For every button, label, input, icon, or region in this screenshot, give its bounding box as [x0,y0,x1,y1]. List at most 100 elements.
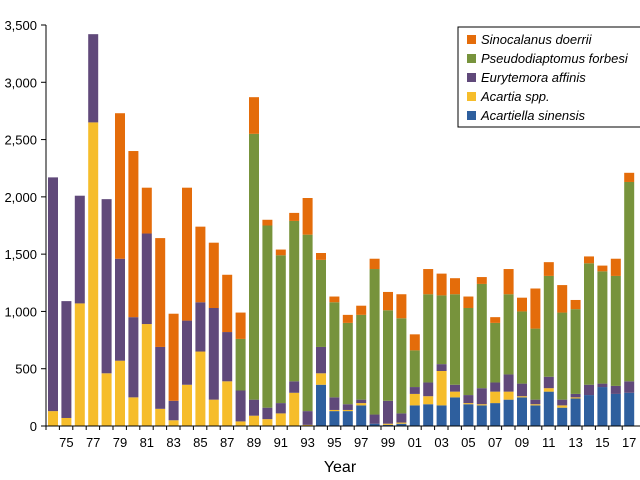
bar-pseudodiaptomus-forbesi-02 [423,294,434,383]
bar-sinocalanus-doerrii-12 [557,285,568,313]
bar-pseudodiaptomus-forbesi-91 [275,255,286,404]
x-tick-label: 85 [193,435,207,450]
bar-acartia-spp-99 [383,423,393,425]
bar-sinocalanus-doerrii-82 [155,238,166,347]
bar-acartia-spp-94 [316,373,326,385]
bar-acartia-spp-06 [476,404,487,406]
x-tick-label: 77 [86,435,100,450]
bar-sinocalanus-doerrii-03 [436,273,447,296]
x-tick-label: 95 [327,435,341,450]
bar-acartia-spp-96 [342,409,353,412]
bar-acartiella-sinensis-17 [624,392,635,426]
bar-eurytemora-affinis-14 [584,384,594,396]
x-tick-label: 83 [166,435,180,450]
bar-acartia-spp-95 [329,409,340,412]
x-ticks-layer: 75 77 79 81 83 85 87 89 91 93 95 97 99 01 03 05 07 09 11 13… [45,426,636,450]
bar-eurytemora-affinis-02 [423,382,434,397]
x-tick-label: 87 [220,435,234,450]
bar-acartiella-sinensis-02 [423,404,434,426]
bar-eurytemora-affinis-77 [88,34,99,123]
bar-sinocalanus-doerrii-95 [329,296,340,303]
bar-eurytemora-affinis-00 [396,413,407,423]
bar-acartiella-sinensis-15 [597,387,608,426]
bar-sinocalanus-doerrii-83 [168,313,179,401]
legend-label-pseudodiaptomus-forbesi: Pseudodiaptomus forbesi [481,51,629,66]
legend-label-acartiella-sinensis: Acartiella sinensis [480,108,586,123]
bar-pseudodiaptomus-forbesi-10 [530,328,541,400]
y-tick-label: 500 [15,362,37,377]
bar-pseudodiaptomus-forbesi-99 [383,310,393,401]
legend-swatch-sinocalanus-doerrii [467,35,476,44]
bar-sinocalanus-doerrii-99 [383,291,393,311]
bar-eurytemora-affinis-04 [450,384,460,392]
y-tick-label: 2,500 [4,133,37,148]
bar-acartiella-sinensis-12 [557,407,568,426]
bar-pseudodiaptomus-forbesi-13 [570,309,581,394]
bar-sinocalanus-doerrii-08 [503,269,514,295]
x-tick-label: 11 [542,435,556,450]
bar-acartia-spp-75 [61,417,72,426]
bar-sinocalanus-doerrii-81 [141,187,152,234]
bar-eurytemora-affinis-94 [316,346,326,374]
bar-sinocalanus-doerrii-15 [597,265,608,272]
bar-pseudodiaptomus-forbesi-11 [543,275,554,377]
bar-sinocalanus-doerrii-84 [182,187,192,321]
bar-sinocalanus-doerrii-05 [463,296,474,308]
bar-pseudodiaptomus-forbesi-96 [342,322,353,405]
bar-eurytemora-affinis-06 [476,388,487,405]
bar-eurytemora-affinis-75 [61,301,72,418]
bar-acartiella-sinensis-09 [517,397,527,426]
bar-pseudodiaptomus-forbesi-00 [396,318,407,414]
bar-eurytemora-affinis-86 [208,307,219,400]
bar-pseudodiaptomus-forbesi-09 [517,311,527,384]
bar-sinocalanus-doerrii-00 [396,294,407,319]
x-tick-label: 07 [488,435,502,450]
bar-eurytemora-affinis-74 [48,177,58,412]
y-tick-label: 0 [30,419,37,434]
bar-eurytemora-affinis-79 [115,258,125,361]
bar-eurytemora-affinis-96 [342,404,353,410]
bar-acartiella-sinensis-14 [584,395,594,426]
legend-swatch-acartia-spp [467,92,476,101]
legend-swatch-pseudodiaptomus-forbesi [467,54,476,63]
bar-eurytemora-affinis-93 [302,411,313,425]
x-tick-label: 05 [461,435,475,450]
bar-acartiella-sinensis-08 [503,399,514,426]
bar-pseudodiaptomus-forbesi-04 [450,294,460,385]
bar-acartiella-sinensis-95 [329,411,340,426]
bar-acartia-spp-02 [423,396,434,405]
bars-layer [48,34,635,426]
x-tick-label: 89 [247,435,261,450]
bar-acartia-spp-08 [503,391,514,400]
bar-eurytemora-affinis-17 [624,381,635,393]
bar-acartia-spp-05 [463,403,474,405]
bar-sinocalanus-doerrii-90 [262,219,273,226]
bar-acartiella-sinensis-99 [383,424,393,426]
bar-acartiella-sinensis-01 [409,405,420,426]
legend-swatch-acartiella-sinensis [467,111,476,120]
bar-acartiella-sinensis-07 [490,403,501,426]
bar-acartia-spp-76 [74,303,85,426]
bar-sinocalanus-doerrii-79 [115,113,125,259]
bar-acartia-spp-90 [262,419,273,426]
bar-acartia-spp-00 [396,422,407,424]
bar-eurytemora-affinis-82 [155,346,166,409]
bar-pseudodiaptomus-forbesi-12 [557,312,568,400]
x-tick-label: 81 [140,435,154,450]
bar-eurytemora-affinis-09 [517,383,527,397]
x-tick-label: 97 [354,435,368,450]
bar-acartiella-sinensis-06 [476,405,487,426]
x-tick-label: 03 [434,435,448,450]
bar-sinocalanus-doerrii-02 [423,269,434,295]
bar-acartia-spp-83 [168,420,179,426]
bar-pseudodiaptomus-forbesi-97 [356,314,367,400]
bar-eurytemora-affinis-80 [128,317,139,398]
bar-acartiella-sinensis-13 [570,398,581,426]
bar-acartiella-sinensis-03 [436,405,447,426]
bar-eurytemora-affinis-10 [530,399,541,405]
bar-acartia-spp-79 [115,360,125,426]
legend-label-acartia-spp: Acartia spp. [480,89,550,104]
bar-eurytemora-affinis-78 [101,199,112,374]
bar-acartiella-sinensis-00 [396,423,407,426]
bar-sinocalanus-doerrii-87 [222,274,233,333]
